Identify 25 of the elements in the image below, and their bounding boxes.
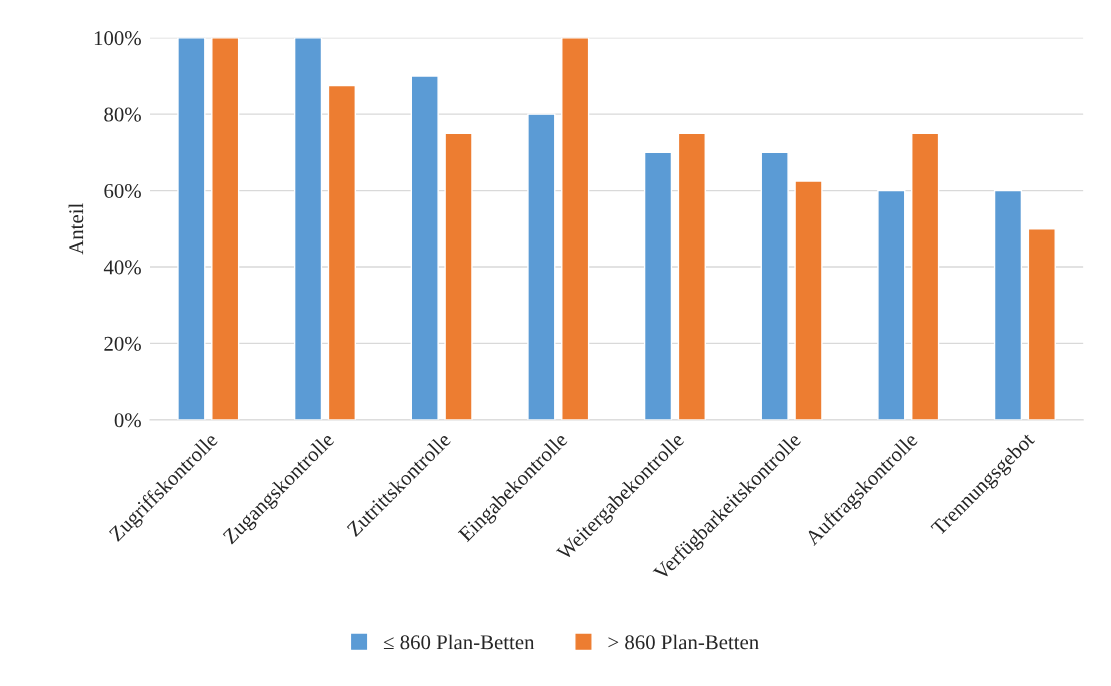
bar (211, 37, 240, 420)
bar (561, 37, 590, 420)
bar (993, 189, 1023, 420)
bar (677, 132, 706, 420)
bar (327, 84, 356, 420)
bar (527, 113, 556, 420)
bar (877, 189, 906, 420)
y-axis-title: Anteil (68, 203, 84, 255)
bar (293, 37, 323, 420)
bar (794, 180, 823, 420)
bar (410, 75, 439, 420)
y-tick-label: 60% (104, 183, 141, 199)
bar (177, 37, 206, 420)
legend-label: ≤ 860 Plan-Betten (383, 634, 535, 650)
bar (643, 151, 673, 420)
y-tick-label: 0% (114, 413, 141, 428)
bar (760, 151, 789, 420)
bar (911, 132, 940, 420)
y-tick-label: 100% (94, 31, 141, 46)
y-tick-label: 80% (104, 107, 141, 122)
legend-label: > 860 Plan-Betten (608, 634, 759, 650)
bar (444, 132, 473, 420)
bar (1027, 228, 1056, 420)
y-tick-label: 40% (103, 260, 141, 275)
y-tick-label: 20% (104, 336, 141, 351)
